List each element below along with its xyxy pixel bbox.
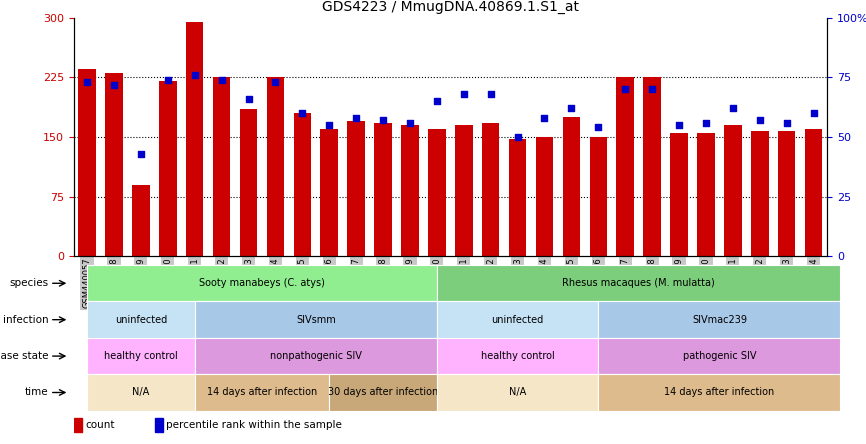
Bar <box>240 109 257 256</box>
Bar <box>482 123 500 256</box>
Bar <box>724 125 741 256</box>
Text: infection: infection <box>3 315 48 325</box>
Point <box>403 119 417 126</box>
Text: Sooty manabeys (C. atys): Sooty manabeys (C. atys) <box>199 278 325 288</box>
Bar <box>617 77 634 256</box>
Bar <box>455 125 473 256</box>
Bar <box>590 137 607 256</box>
Point <box>107 81 121 88</box>
Point <box>215 76 229 83</box>
Point <box>295 110 309 117</box>
Text: SIVmac239: SIVmac239 <box>692 315 746 325</box>
Text: disease state: disease state <box>0 351 48 361</box>
Bar <box>106 73 123 256</box>
Text: 30 days after infection: 30 days after infection <box>328 388 438 397</box>
Text: N/A: N/A <box>509 388 527 397</box>
Point <box>268 79 282 86</box>
Bar <box>536 137 553 256</box>
Text: 14 days after infection: 14 days after infection <box>207 388 317 397</box>
Bar <box>697 133 714 256</box>
Bar <box>294 113 311 256</box>
Bar <box>805 129 823 256</box>
Bar <box>509 139 527 256</box>
Point <box>81 79 94 86</box>
Point <box>349 115 363 122</box>
Title: GDS4223 / MmugDNA.40869.1.S1_at: GDS4223 / MmugDNA.40869.1.S1_at <box>322 0 578 14</box>
Bar <box>670 133 688 256</box>
Bar <box>186 22 204 256</box>
Text: time: time <box>25 388 48 397</box>
Text: healthy control: healthy control <box>104 351 178 361</box>
Bar <box>563 117 580 256</box>
Point <box>591 124 605 131</box>
Point <box>726 105 740 112</box>
Bar <box>74 418 81 432</box>
Point <box>672 122 686 129</box>
Text: count: count <box>85 420 114 430</box>
Text: species: species <box>10 278 48 288</box>
Point <box>188 71 202 79</box>
Point <box>161 76 175 83</box>
Text: 14 days after infection: 14 days after infection <box>664 388 774 397</box>
Bar <box>320 129 338 256</box>
Bar <box>267 77 284 256</box>
Text: healthy control: healthy control <box>481 351 554 361</box>
Point <box>753 117 766 124</box>
Bar <box>643 77 661 256</box>
Point <box>430 98 443 105</box>
Text: nonpathogenic SIV: nonpathogenic SIV <box>270 351 362 361</box>
Bar <box>155 418 163 432</box>
Text: pathogenic SIV: pathogenic SIV <box>682 351 756 361</box>
Point <box>779 119 793 126</box>
Point <box>565 105 578 112</box>
Text: N/A: N/A <box>132 388 150 397</box>
Point <box>699 119 713 126</box>
Bar <box>401 125 418 256</box>
Bar <box>159 81 177 256</box>
Point <box>806 110 820 117</box>
Bar <box>751 131 768 256</box>
Point <box>242 95 255 103</box>
Point <box>457 91 471 98</box>
Text: percentile rank within the sample: percentile rank within the sample <box>166 420 342 430</box>
Bar <box>778 131 795 256</box>
Bar <box>213 77 230 256</box>
Point <box>645 86 659 93</box>
Bar <box>428 129 446 256</box>
Text: Rhesus macaques (M. mulatta): Rhesus macaques (M. mulatta) <box>562 278 715 288</box>
Text: SIVsmm: SIVsmm <box>296 315 336 325</box>
Point <box>376 117 390 124</box>
Text: uninfected: uninfected <box>115 315 167 325</box>
Point <box>511 134 525 141</box>
Text: uninfected: uninfected <box>492 315 544 325</box>
Point <box>538 115 552 122</box>
Point <box>618 86 632 93</box>
Point <box>322 122 336 129</box>
Point <box>134 150 148 157</box>
Point <box>484 91 498 98</box>
Bar <box>374 123 391 256</box>
Bar <box>347 121 365 256</box>
Bar <box>132 185 150 256</box>
Bar <box>78 69 96 256</box>
